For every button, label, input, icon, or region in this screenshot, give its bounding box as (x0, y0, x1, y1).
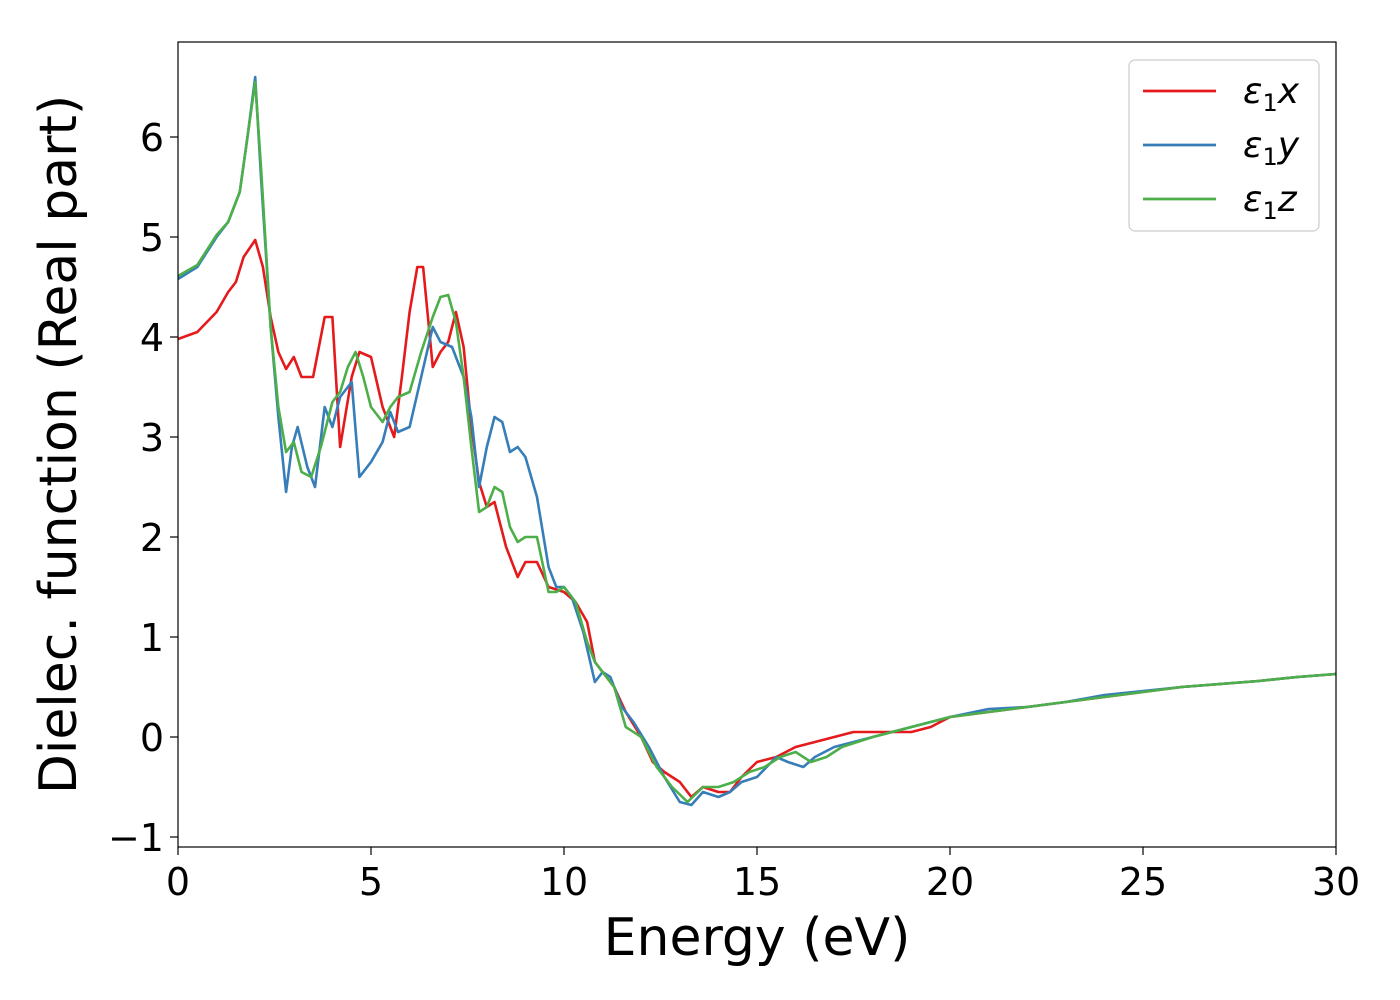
legend-label-y: ε1y (1243, 125, 1300, 171)
y-axis: −1 0 1 2 3 4 5 6 (108, 116, 178, 860)
legend: ε1x ε1y ε1z (1128, 59, 1320, 232)
y-tick-label: 2 (140, 516, 164, 560)
y-tick-label: 0 (140, 716, 164, 760)
series-line-x (178, 238, 1336, 799)
y-tick-label: −1 (108, 816, 164, 860)
series-line-z (178, 80, 1336, 804)
legend-label-x: ε1x (1243, 71, 1300, 117)
x-tick-label: 0 (166, 860, 190, 904)
x-tick-label: 15 (733, 860, 781, 904)
x-tick-label: 10 (540, 860, 588, 904)
x-axis: 0 5 10 15 20 25 30 (166, 847, 1360, 904)
y-axis-label: Dielec. function (Real part) (29, 95, 89, 794)
y-tick-label: 6 (140, 116, 164, 160)
x-tick-label: 20 (926, 860, 974, 904)
x-tick-label: 30 (1312, 860, 1360, 904)
y-tick-label: 5 (140, 216, 164, 260)
legend-label-z: ε1z (1243, 179, 1298, 225)
legend-box (1128, 59, 1320, 232)
x-axis-label: Energy (eV) (604, 908, 911, 968)
y-tick-label: 1 (140, 616, 164, 660)
y-tick-label: 3 (140, 416, 164, 460)
y-tick-label: 4 (140, 316, 164, 360)
x-tick-label: 5 (359, 860, 383, 904)
x-tick-label: 25 (1119, 860, 1167, 904)
